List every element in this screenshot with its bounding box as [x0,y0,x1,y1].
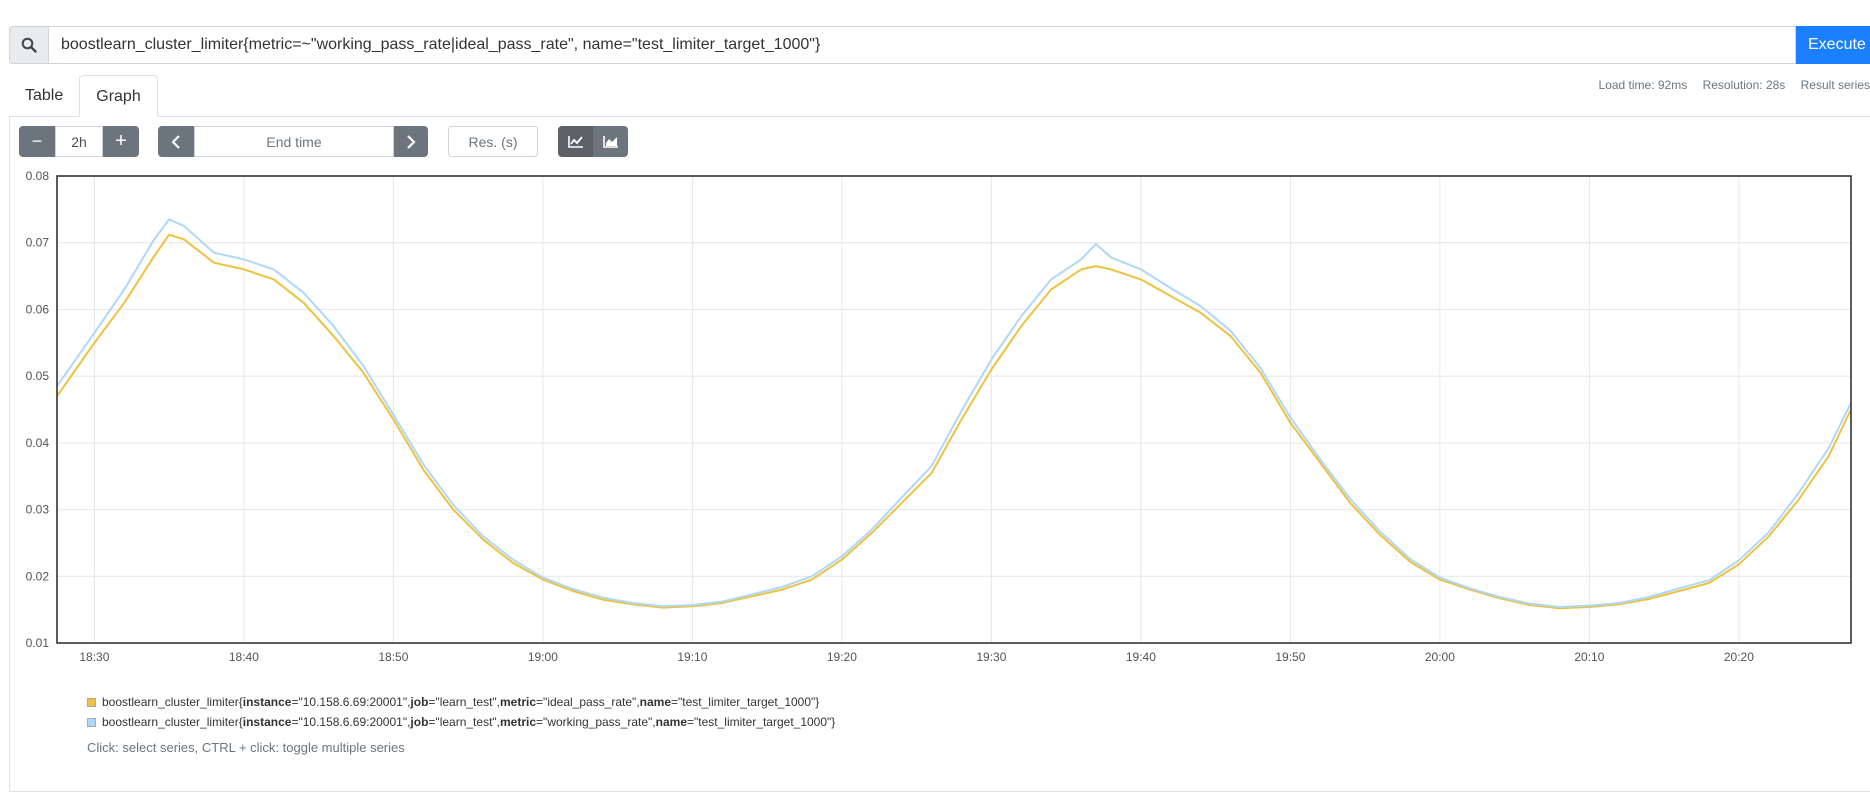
legend-label-value: 10.158.6.69:20001 [302,715,403,729]
query-bar: boostlearn_cluster_limiter{metric=~"work… [9,26,1870,64]
legend-item[interactable]: boostlearn_cluster_limiter{instance =" 10.… [87,695,819,709]
legend-hint: Click: select series, CTRL + click: togg… [87,740,405,755]
resolution: Resolution: 28s [1702,78,1786,92]
tab-graph[interactable]: Graph [79,75,158,117]
range-plus-button[interactable]: + [103,126,139,157]
legend-swatch [87,697,96,707]
legend-label-key: name [639,695,671,709]
legend-label-value: test_limiter_target_1000 [698,715,828,729]
end-time-input[interactable]: End time [194,126,394,157]
legend-metric-name: boostlearn_cluster_limiter [102,695,239,709]
result-series: Result series [1800,78,1870,92]
legend-item[interactable]: boostlearn_cluster_limiter{instance =" 10.… [87,715,835,729]
chevron-right-icon[interactable] [394,126,428,157]
legend-label-value: learn_test [439,715,493,729]
legend-label-key: job [410,715,429,729]
legend-label-value: ideal_pass_rate [547,695,633,709]
execute-button[interactable]: Execute [1796,26,1870,64]
search-icon[interactable] [9,26,49,64]
resolution-input[interactable]: Res. (s) [448,126,538,157]
legend-label-key: metric [500,715,537,729]
query-stats: Load time: 92ms Resolution: 28s Result s… [1587,78,1870,92]
legend-label-value: learn_test [439,695,493,709]
legend-label-key: metric [500,695,537,709]
query-input[interactable]: boostlearn_cluster_limiter{metric=~"work… [49,26,1796,64]
legend-label-key: name [655,715,687,729]
legend-label-key: instance [242,695,292,709]
range-input[interactable]: 2h [55,126,103,157]
legend-metric-name: boostlearn_cluster_limiter [102,715,239,729]
legend-label-value: test_limiter_target_1000 [682,695,812,709]
tab-bar: Table Graph [9,75,158,117]
line-chart-icon[interactable] [558,126,593,157]
legend-label-key: job [410,695,429,709]
legend-swatch [87,717,96,727]
graph-panel [9,116,1870,792]
range-minus-button[interactable]: − [19,126,55,157]
load-time: Load time: 92ms [1598,78,1688,92]
stacked-chart-icon[interactable] [593,126,628,157]
legend-label-key: instance [242,715,292,729]
chevron-left-icon[interactable] [158,126,194,157]
tab-table[interactable]: Table [25,87,64,104]
legend-label-value: working_pass_rate [547,715,649,729]
legend-label-value: 10.158.6.69:20001 [302,695,403,709]
